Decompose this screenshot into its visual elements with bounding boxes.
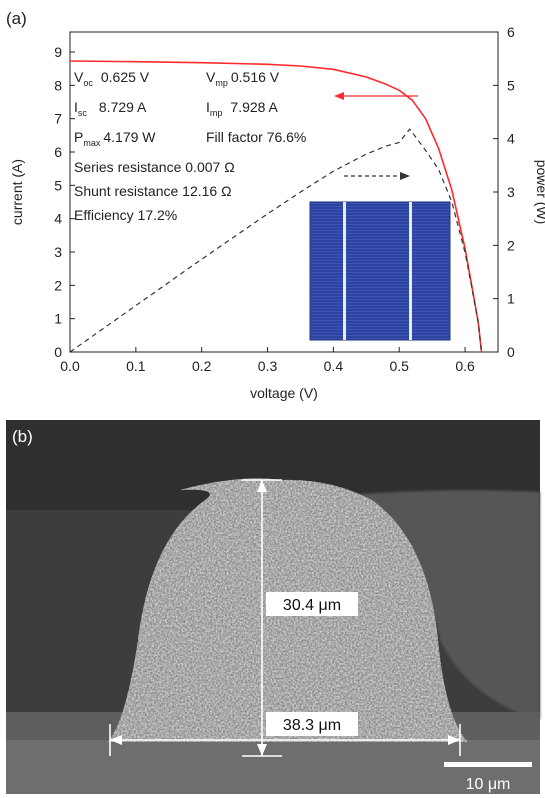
y-tick-label: 8 [54,77,62,93]
width-measure-label: 38.3 μm [283,717,341,734]
x-tick-label: 0.1 [126,358,146,374]
y2-axis-label: power (W) [534,160,545,225]
y-tick-label: 6 [54,144,62,160]
iv-chart: 0.0 0.1 0.2 0.3 0.4 0.5 0.6 0 1 2 3 4 5 6 7 8 9 0 1 2 3 4 5 6… [9,24,545,401]
y2-tick-label: 1 [507,291,515,307]
x-tick-label: 0.5 [389,358,409,374]
width-measure-box [266,712,358,736]
x-tick-label: 0.0 [60,358,80,374]
y-tick-label: 7 [54,111,62,127]
height-measure-box [266,592,358,616]
y2-tick-label: 4 [507,131,515,147]
x-tick-label: 0.3 [258,358,278,374]
solar-cell-image [309,201,451,341]
series-resistance-annotation: Series resistance 0.007 Ω [74,159,235,175]
parameters-text: Voc 0.625 V Vmp 0.516 V Isc 8.729 A Imp 7.92… [74,69,306,223]
iv-curve-arrow [334,92,418,100]
imp-annotation: Imp 7.928 A [206,99,279,118]
y2-tick-label: 0 [507,344,515,360]
fill-factor-annotation: Fill factor 76.6% [206,129,306,145]
panel-a-label: (a) [6,9,27,28]
isc-annotation: Isc 8.729 A [74,99,147,118]
scale-bar [444,762,532,767]
x-tick-label: 0.2 [192,358,212,374]
x-axis-label: voltage (V) [250,385,318,401]
height-measure-label: 30.4 μm [283,597,341,614]
y2-axis-ticks: 0 1 2 3 4 5 6 [493,24,515,360]
y2-tick-label: 3 [507,184,515,200]
y-tick-label: 0 [54,344,62,360]
chart-series [69,60,483,353]
y-tick-label: 5 [54,177,62,193]
pmax-annotation: Pmax 4.179 W [74,129,156,148]
vmp-annotation: Vmp 0.516 V [206,69,280,88]
x-axis-ticks: 0.0 0.1 0.2 0.3 0.4 0.5 0.6 [60,347,475,374]
scale-bar-label: 10 μm [466,776,511,793]
power-curve-arrow [344,172,410,180]
y-tick-label: 4 [54,211,62,227]
y-tick-label: 1 [54,311,62,327]
y-axis-ticks: 0 1 2 3 4 5 6 7 8 9 [54,44,75,360]
y2-tick-label: 5 [507,77,515,93]
x-tick-label: 0.4 [324,358,344,374]
iv-curve [69,60,483,353]
y-tick-label: 2 [54,277,62,293]
voc-annotation: Voc 0.625 V [74,69,150,88]
power-curve [69,128,483,353]
y2-tick-label: 2 [507,237,515,253]
sem-image: 30.4 μm 38.3 μm 10 μm (b) [6,420,540,794]
panel-b-label: (b) [12,427,33,446]
y2-tick-label: 6 [507,24,515,40]
y-tick-label: 9 [54,44,62,60]
x-tick-label: 0.6 [455,358,475,374]
y-axis-label: current (A) [9,159,25,225]
efficiency-annotation: Efficiency 17.2% [74,207,177,223]
shunt-resistance-annotation: Shunt resistance 12.16 Ω [74,183,232,199]
y-tick-label: 3 [54,244,62,260]
